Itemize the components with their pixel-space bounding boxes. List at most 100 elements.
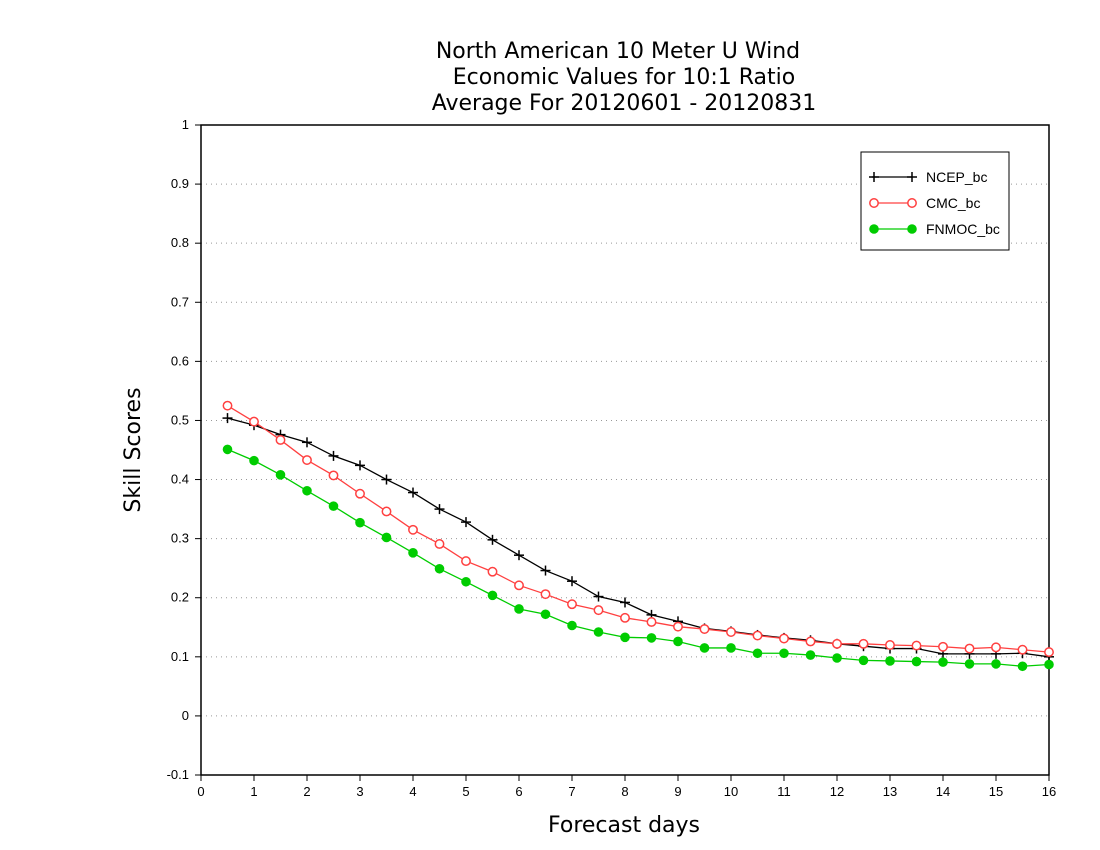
data-point bbox=[434, 539, 445, 549]
data-point bbox=[646, 633, 657, 643]
y-tick-label: 0.5 bbox=[171, 412, 189, 427]
legend-marker bbox=[907, 198, 917, 208]
series-FNMOC_bc bbox=[222, 444, 1054, 672]
y-tick-label: -0.1 bbox=[167, 767, 189, 782]
data-point bbox=[620, 632, 630, 643]
data-point bbox=[805, 636, 816, 647]
x-tick-label: 9 bbox=[674, 784, 681, 799]
data-point bbox=[540, 609, 551, 620]
data-point bbox=[779, 648, 789, 659]
data-point bbox=[726, 643, 736, 653]
data-point bbox=[487, 534, 498, 545]
data-point bbox=[991, 659, 1001, 669]
x-tick-label: 5 bbox=[462, 784, 469, 799]
x-tick-label: 3 bbox=[356, 784, 363, 799]
data-point bbox=[567, 599, 577, 610]
data-point bbox=[646, 617, 657, 627]
data-point bbox=[991, 642, 1001, 653]
data-point bbox=[911, 640, 922, 651]
x-tick-label: 8 bbox=[621, 784, 628, 799]
legend-marker bbox=[869, 198, 879, 208]
data-point bbox=[620, 597, 630, 608]
chart-title-line: Average For 20120601 - 20120831 bbox=[432, 91, 817, 116]
legend: NCEP_bc CMC_bc FNMOC_bc bbox=[860, 151, 1010, 251]
legend-entry: NCEP_bc bbox=[869, 169, 987, 185]
data-point bbox=[673, 621, 683, 632]
data-point bbox=[938, 657, 948, 667]
series-CMC_bc bbox=[222, 400, 1054, 658]
legend-marker bbox=[869, 224, 879, 234]
data-point bbox=[355, 517, 365, 528]
data-point bbox=[461, 576, 471, 587]
axes: -0.100.10.20.30.40.50.60.70.80.910 1 2 3 4 5 6… bbox=[167, 117, 1057, 799]
x-tick-label: 7 bbox=[568, 784, 575, 799]
data-point bbox=[434, 504, 445, 515]
data-point bbox=[328, 450, 339, 461]
data-point bbox=[249, 455, 259, 466]
data-point bbox=[381, 506, 392, 517]
x-tick-label: 6 bbox=[515, 784, 522, 799]
legend-marker bbox=[907, 224, 917, 234]
data-point bbox=[302, 455, 312, 465]
data-point bbox=[302, 485, 312, 496]
data-point bbox=[699, 643, 710, 653]
data-point bbox=[249, 416, 259, 427]
data-point bbox=[858, 638, 869, 649]
x-tick-label: 2 bbox=[303, 784, 310, 799]
data-point bbox=[673, 636, 683, 647]
data-point bbox=[593, 605, 604, 616]
y-tick-label: 0.4 bbox=[171, 472, 189, 487]
x-tick-label: 16 bbox=[1042, 784, 1056, 799]
data-point bbox=[805, 650, 816, 660]
data-point bbox=[593, 591, 604, 602]
x-tick-label: 13 bbox=[883, 784, 897, 799]
x-tick-label: 15 bbox=[989, 784, 1003, 799]
series-NCEP_bc bbox=[222, 413, 1054, 662]
data-point bbox=[408, 487, 418, 498]
x-tick-label: 4 bbox=[409, 784, 416, 799]
data-point bbox=[726, 627, 736, 637]
data-point bbox=[487, 590, 498, 601]
legend-marker bbox=[869, 172, 879, 182]
y-axis-label: Skill Scores bbox=[121, 387, 146, 512]
data-point bbox=[328, 501, 339, 511]
y-tick-label: 0.6 bbox=[171, 353, 189, 368]
y-tick-label: 0.3 bbox=[171, 531, 189, 546]
data-point bbox=[1044, 647, 1054, 658]
data-point bbox=[620, 612, 630, 623]
data-point bbox=[964, 643, 975, 654]
x-tick-label: 14 bbox=[936, 784, 950, 799]
data-point bbox=[752, 630, 763, 641]
x-tick-label: 11 bbox=[777, 784, 791, 799]
data-point bbox=[461, 517, 471, 528]
data-point bbox=[275, 435, 286, 445]
x-tick-label: 1 bbox=[250, 784, 257, 799]
series-line bbox=[227, 448, 1050, 667]
data-point bbox=[381, 532, 392, 543]
data-point bbox=[302, 437, 312, 448]
legend-label: CMC_bc bbox=[926, 195, 980, 211]
data-point bbox=[885, 640, 895, 650]
y-tick-label: 1 bbox=[182, 117, 189, 132]
data-point bbox=[355, 460, 365, 471]
data-point bbox=[514, 604, 524, 614]
data-point bbox=[752, 648, 763, 659]
legend-label: NCEP_bc bbox=[926, 169, 987, 185]
data-point bbox=[1017, 661, 1028, 672]
series-line bbox=[227, 405, 1050, 653]
data-point bbox=[964, 659, 975, 669]
series-layer bbox=[222, 400, 1054, 672]
data-point bbox=[355, 488, 365, 499]
data-point bbox=[699, 624, 710, 634]
data-point bbox=[328, 470, 339, 481]
data-point bbox=[222, 444, 233, 455]
x-tick-label: 0 bbox=[197, 784, 204, 799]
data-point bbox=[858, 655, 869, 666]
data-point bbox=[514, 550, 524, 561]
y-tick-label: 0.8 bbox=[171, 235, 189, 250]
legend-box bbox=[860, 151, 1010, 251]
chart-title: North American 10 Meter U Wind Economic … bbox=[432, 39, 817, 116]
series-line bbox=[227, 417, 1050, 658]
data-point bbox=[540, 589, 551, 600]
